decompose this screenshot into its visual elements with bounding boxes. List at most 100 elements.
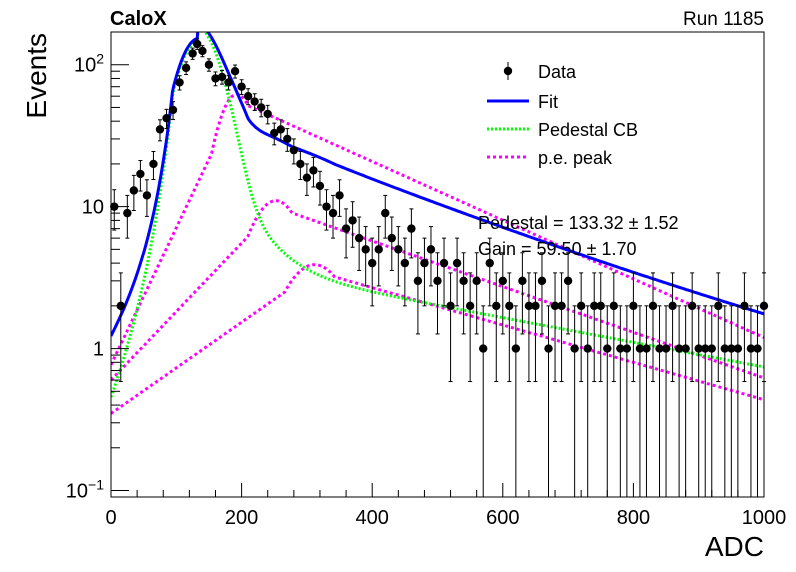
data-point xyxy=(459,276,468,286)
data-point xyxy=(479,344,488,353)
data-point xyxy=(309,166,318,175)
data-point xyxy=(590,301,599,311)
data-point xyxy=(407,224,416,233)
fit-pedestal-text: Pedestal = 133.32 ± 1.52 xyxy=(478,213,679,233)
data-point xyxy=(537,276,547,286)
data-point xyxy=(492,301,501,311)
data-point xyxy=(557,301,566,311)
legend-label: Fit xyxy=(538,92,558,112)
data-point xyxy=(531,301,540,311)
data-point xyxy=(270,128,279,138)
data-point xyxy=(400,258,410,268)
data-point xyxy=(583,344,592,353)
data-point xyxy=(335,191,344,200)
data-point xyxy=(348,216,357,225)
y-axis-title: Events xyxy=(21,33,52,119)
run-label: Run 1185 xyxy=(683,9,764,30)
y-axis: 10−1 1 10 102 xyxy=(66,51,129,503)
data-point xyxy=(123,208,132,218)
data-point xyxy=(302,173,312,182)
data-point xyxy=(116,301,125,311)
data-point xyxy=(230,67,240,76)
data-point xyxy=(328,208,338,218)
data-point xyxy=(655,344,664,353)
data-point xyxy=(168,105,178,115)
legend: Data Fit Pedestal CB p.e. peak xyxy=(487,62,638,168)
data-point xyxy=(452,258,462,268)
data-point xyxy=(746,344,756,353)
data-point xyxy=(648,301,658,311)
data-point xyxy=(129,186,139,195)
data-point xyxy=(714,301,723,311)
y-tick-label: 10−1 xyxy=(66,477,104,503)
data-point xyxy=(263,109,272,119)
data-point xyxy=(498,276,507,286)
fit-gain-text: Gain = 59.50 ± 1.70 xyxy=(478,239,637,259)
data-point xyxy=(322,202,331,211)
data-point xyxy=(315,181,325,191)
legend-label: Data xyxy=(538,62,577,82)
data-point xyxy=(250,97,259,106)
experiment-label: CaloX xyxy=(110,8,167,30)
x-tick-label: 0 xyxy=(105,507,116,529)
data-point xyxy=(374,245,383,254)
data-point xyxy=(596,301,605,311)
fit-curve xyxy=(111,32,764,337)
data-point xyxy=(550,301,560,311)
data-point xyxy=(642,344,651,353)
y-tick-label: 1 xyxy=(93,339,104,361)
data-point xyxy=(544,344,553,353)
data-point xyxy=(155,125,165,134)
data-point xyxy=(354,233,364,243)
data-point xyxy=(224,78,233,87)
data-point xyxy=(420,258,429,268)
data-point xyxy=(511,344,521,353)
data-point xyxy=(162,113,171,123)
data-point xyxy=(518,276,527,286)
data-point xyxy=(276,125,285,134)
pe-peak-curve xyxy=(111,92,764,366)
data-point xyxy=(368,258,377,268)
data-point xyxy=(175,78,184,87)
data-point xyxy=(361,245,370,254)
data-point xyxy=(661,344,671,353)
data-point xyxy=(426,245,436,254)
x-tick-label: 600 xyxy=(486,507,519,529)
data-point xyxy=(142,191,152,200)
data-point xyxy=(256,103,266,112)
data-point xyxy=(668,301,677,311)
data-point xyxy=(505,301,514,311)
data-point xyxy=(733,344,743,353)
data-point xyxy=(381,208,390,218)
data-point xyxy=(485,258,494,268)
y-tick-label: 102 xyxy=(74,51,104,77)
data-point xyxy=(446,301,455,311)
data-point xyxy=(576,301,586,311)
data-point xyxy=(603,344,612,353)
data-point xyxy=(149,159,158,169)
data-point xyxy=(720,344,730,353)
data-point xyxy=(524,301,534,311)
x-axis: 0 200 400 600 800 1000 xyxy=(105,483,786,529)
x-tick-label: 400 xyxy=(356,507,389,529)
legend-data-marker xyxy=(503,66,513,76)
data-point xyxy=(243,91,253,101)
data-point xyxy=(433,276,442,286)
data-point xyxy=(211,74,220,83)
legend-label: p.e. peak xyxy=(538,148,613,168)
x-tick-label: 1000 xyxy=(742,507,787,529)
data-point xyxy=(674,344,684,353)
data-point xyxy=(387,233,396,243)
data-point xyxy=(694,344,703,353)
data-point xyxy=(740,301,749,311)
data-point xyxy=(237,82,246,91)
data-point xyxy=(701,344,710,353)
data-point xyxy=(472,276,481,286)
data-point xyxy=(681,344,690,353)
data-point xyxy=(563,276,573,286)
y-tick-label: 10 xyxy=(82,197,104,219)
plot-frame xyxy=(110,31,765,498)
data-point xyxy=(283,134,292,144)
data-points xyxy=(110,39,769,353)
